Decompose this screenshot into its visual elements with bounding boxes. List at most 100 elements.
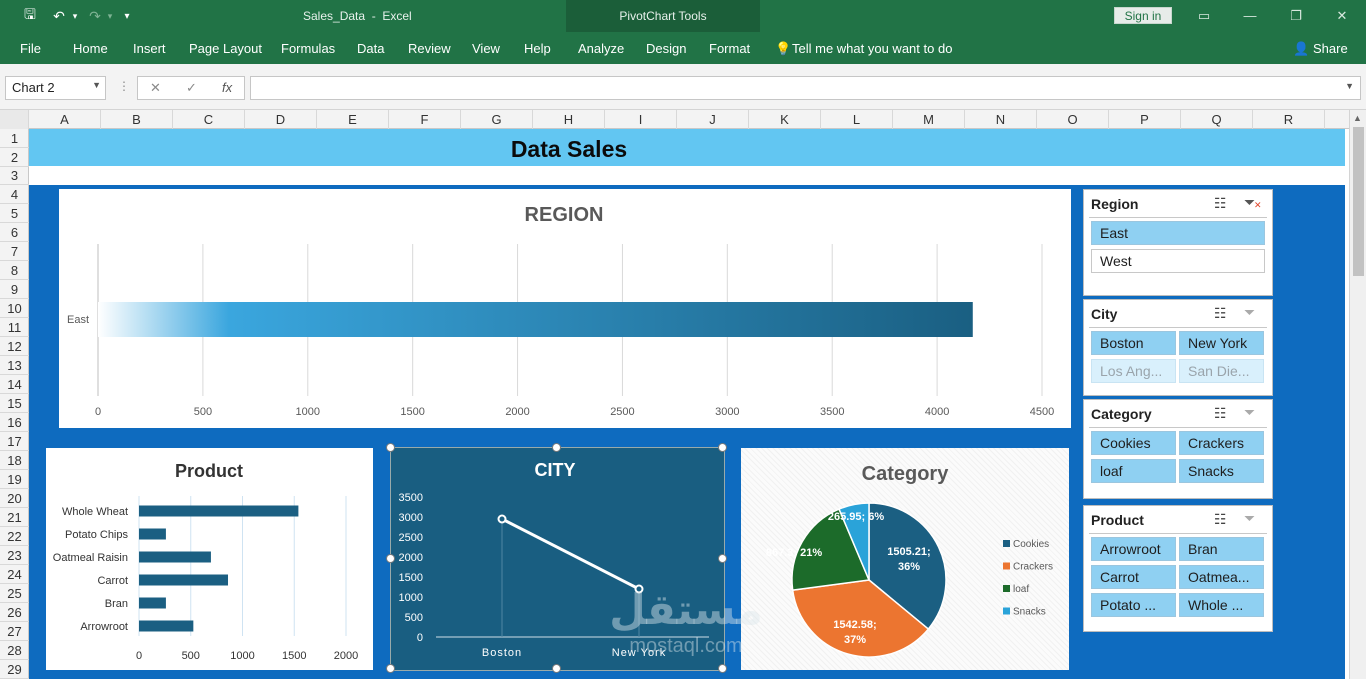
column-header-l[interactable]: L [821,110,893,129]
slicer-product[interactable]: Product ☷ ⏷ Arrowroot Bran Carrot Oatmea… [1083,505,1273,632]
column-header-c[interactable]: C [173,110,245,129]
multi-select-icon[interactable]: ☷ [1214,511,1227,527]
formula-input[interactable]: ▼ [250,76,1361,100]
slicer-item-crackers[interactable]: Crackers [1179,431,1264,455]
tab-file[interactable]: File [20,41,41,56]
slicer-item-loaf[interactable]: loaf [1091,459,1176,483]
row-header-16[interactable]: 16 [0,413,29,432]
scroll-up-icon[interactable]: ▲ [1353,113,1362,123]
row-header-5[interactable]: 5 [0,204,29,223]
redo-icon[interactable]: ↷ [89,7,101,24]
multi-select-icon[interactable]: ☷ [1214,405,1227,421]
tab-view[interactable]: View [472,41,500,56]
column-header-b[interactable]: B [101,110,173,129]
column-header-a[interactable]: A [29,110,101,129]
clear-filter-icon[interactable]: ⏷ [1244,194,1256,210]
resize-handle-b[interactable] [552,664,561,673]
tab-formulas[interactable]: Formulas [281,41,336,56]
slicer-region[interactable]: Region ☷ ⏷ ✕ East West [1083,189,1273,296]
tab-review[interactable]: Review [408,41,451,56]
tab-help[interactable]: Help [524,41,551,56]
column-header-r[interactable]: R [1253,110,1325,129]
resize-handle-tl[interactable] [386,443,395,452]
slicer-item-oatmeal[interactable]: Oatmea... [1179,565,1264,589]
row-header-15[interactable]: 15 [0,394,29,413]
tab-insert[interactable]: Insert [133,41,166,56]
row-header-23[interactable]: 23 [0,546,29,565]
sign-in-button[interactable]: Sign in [1114,7,1172,24]
vertical-scrollbar[interactable]: ▲ [1349,110,1366,679]
row-header-18[interactable]: 18 [0,451,29,470]
column-header-p[interactable]: P [1109,110,1181,129]
row-header-9[interactable]: 9 [0,280,29,299]
slicer-item-east[interactable]: East [1091,221,1265,245]
slicer-item-whole[interactable]: Whole ... [1179,593,1264,617]
share-button[interactable]: Share [1313,41,1348,56]
slicer-city[interactable]: City ☷ ⏷ Boston New York Los Ang... San … [1083,299,1273,396]
slicer-item-cookies[interactable]: Cookies [1091,431,1176,455]
resize-handle-r[interactable] [718,554,727,563]
multi-select-icon[interactable]: ☷ [1214,305,1227,321]
enter-icon[interactable]: ✓ [186,80,197,95]
ribbon-display-icon[interactable]: ▭ [1197,8,1211,23]
resize-handle-l[interactable] [386,554,395,563]
slicer-item-west[interactable]: West [1091,249,1265,273]
scroll-thumb[interactable] [1353,127,1364,276]
resize-handle-bl[interactable] [386,664,395,673]
tell-me-box[interactable]: Tell me what you want to do [792,41,953,56]
row-header-2[interactable]: 2 [0,148,29,167]
row-header-21[interactable]: 21 [0,508,29,527]
clear-filter-icon[interactable]: ⏷ [1244,404,1256,420]
row-header-13[interactable]: 13 [0,356,29,375]
resize-handle-br[interactable] [718,664,727,673]
column-header-i[interactable]: I [605,110,677,129]
column-header-q[interactable]: Q [1181,110,1253,129]
tab-format[interactable]: Format [709,41,751,56]
row-header-8[interactable]: 8 [0,261,29,280]
tab-home[interactable]: Home [73,41,108,56]
row-header-24[interactable]: 24 [0,565,29,584]
row-header-17[interactable]: 17 [0,432,29,451]
row-header-1[interactable]: 1 [0,129,29,148]
row-header-10[interactable]: 10 [0,299,29,318]
multi-select-icon[interactable]: ☷ [1214,195,1227,211]
column-header-h[interactable]: H [533,110,605,129]
chevron-down-icon[interactable]: ▼ [92,80,101,90]
row-header-12[interactable]: 12 [0,337,29,356]
row-header-3[interactable]: 3 [0,166,29,185]
clear-filter-icon[interactable]: ⏷ [1244,304,1256,320]
tab-data[interactable]: Data [357,41,385,56]
tab-page-layout[interactable]: Page Layout [189,41,263,56]
select-all-corner[interactable] [0,110,29,129]
column-header-o[interactable]: O [1037,110,1109,129]
redo-dropdown-icon[interactable]: ▾ [107,10,113,21]
slicer-item-new-york[interactable]: New York [1179,331,1264,355]
column-header-m[interactable]: M [893,110,965,129]
category-chart[interactable]: Category 1505.21; 36% 1542.58; 37% 867.3; 21… [741,448,1069,670]
column-header-g[interactable]: G [461,110,533,129]
restore-icon[interactable]: ❐ [1290,8,1302,23]
column-header-k[interactable]: K [749,110,821,129]
slicer-item-snacks[interactable]: Snacks [1179,459,1264,483]
row-header-29[interactable]: 29 [0,660,29,679]
cancel-icon[interactable]: ✕ [150,80,161,95]
column-header-e[interactable]: E [317,110,389,129]
minimize-icon[interactable]: — [1243,8,1257,23]
worksheet-area[interactable]: Data Sales REGION 0 500 1000 1500 2000 2500 30… [29,129,1345,679]
row-header-6[interactable]: 6 [0,223,29,242]
row-header-27[interactable]: 27 [0,622,29,641]
row-header-14[interactable]: 14 [0,375,29,394]
row-header-4[interactable]: 4 [0,185,29,204]
tab-design[interactable]: Design [646,41,687,56]
column-header-n[interactable]: N [965,110,1037,129]
insert-function-icon[interactable]: fx [222,80,233,95]
slicer-item-los-angeles[interactable]: Los Ang... [1091,359,1176,383]
region-chart[interactable]: REGION 0 500 1000 1500 2000 2500 3000 3500 4000 4… [59,189,1071,428]
slicer-item-bran[interactable]: Bran [1179,537,1264,561]
row-header-19[interactable]: 19 [0,470,29,489]
clear-filter-icon[interactable]: ⏷ [1244,510,1256,526]
slicer-item-boston[interactable]: Boston [1091,331,1176,355]
product-chart[interactable]: Product 0 500 1000 1500 2000 Whole Wheat Potat… [46,448,373,670]
row-header-28[interactable]: 28 [0,641,29,660]
row-header-22[interactable]: 22 [0,527,29,546]
